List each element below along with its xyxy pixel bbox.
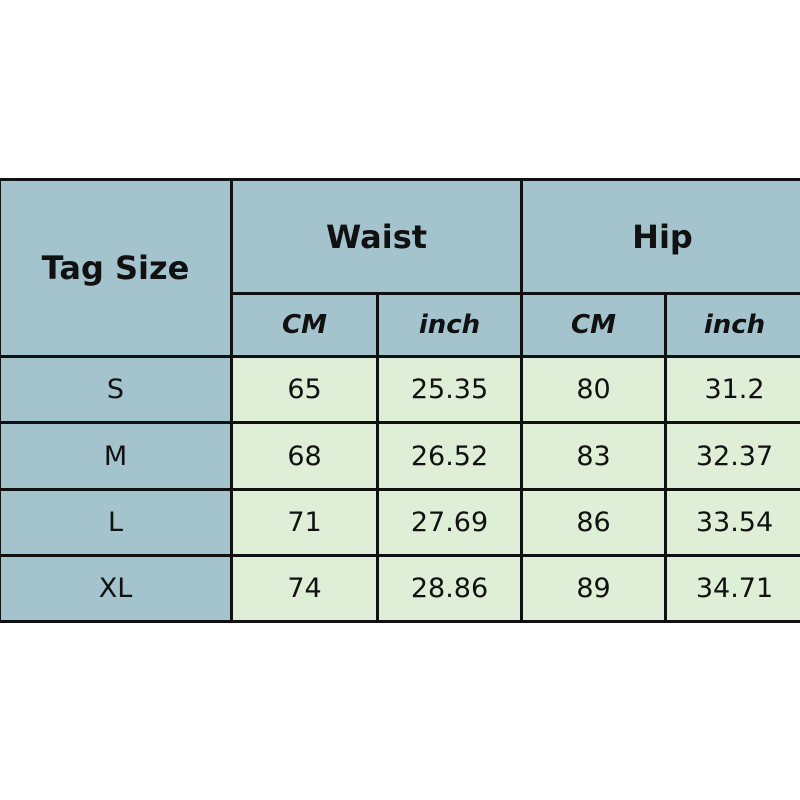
hip-inch-cell: 34.71 [664, 554, 800, 623]
waist-cm-cell: 68 [230, 421, 379, 491]
hip-cm-cell: 80 [520, 355, 667, 424]
hip-inch-header: inch [664, 292, 800, 358]
hip-cm-cell: 89 [520, 554, 667, 623]
hip-inch-cell: 32.37 [664, 421, 800, 491]
hip-cm-header: CM [520, 292, 667, 358]
hip-inch-cell: 33.54 [664, 488, 800, 557]
waist-cm-cell: 65 [230, 355, 379, 424]
hip-header: Hip [520, 178, 800, 295]
waist-cm-header: CM [230, 292, 379, 358]
table-row: M 68 26.52 83 32.37 [0, 421, 800, 491]
hip-inch-cell: 31.2 [664, 355, 800, 424]
hip-cm-cell: 86 [520, 488, 667, 557]
size-chart-table: Tag Size Waist Hip CM inch CM inch S 65 … [0, 178, 800, 623]
size-cell: L [0, 488, 233, 557]
waist-cm-cell: 71 [230, 488, 379, 557]
waist-header: Waist [230, 178, 523, 295]
size-cell: S [0, 355, 233, 424]
waist-cm-cell: 74 [230, 554, 379, 623]
hip-cm-cell: 83 [520, 421, 667, 491]
tag-size-header: Tag Size [0, 178, 233, 358]
waist-inch-cell: 26.52 [376, 421, 523, 491]
waist-inch-cell: 27.69 [376, 488, 523, 557]
waist-inch-header: inch [376, 292, 523, 358]
size-cell: M [0, 421, 233, 491]
table-row: S 65 25.35 80 31.2 [0, 355, 800, 424]
waist-inch-cell: 28.86 [376, 554, 523, 623]
waist-inch-cell: 25.35 [376, 355, 523, 424]
size-cell: XL [0, 554, 233, 623]
table-row: L 71 27.69 86 33.54 [0, 488, 800, 557]
table-row: XL 74 28.86 89 34.71 [0, 554, 800, 623]
